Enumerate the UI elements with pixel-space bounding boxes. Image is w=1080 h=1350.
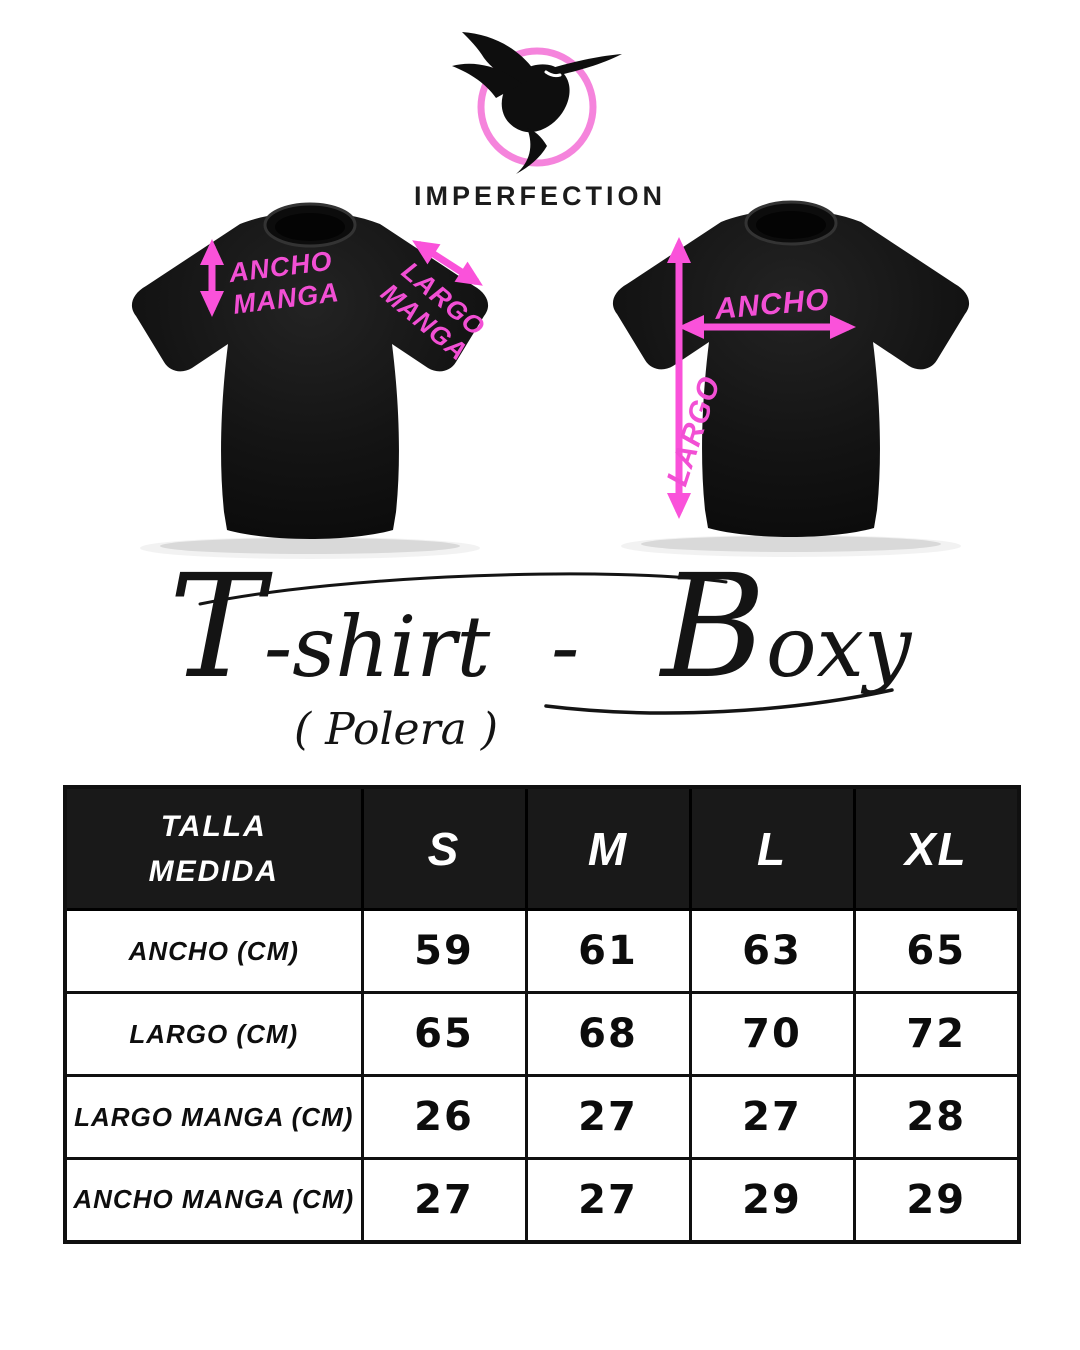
title-swash bbox=[198, 572, 728, 606]
shirt-shadow-inner bbox=[641, 536, 941, 552]
shirt-shadow bbox=[621, 535, 961, 557]
shirt-sleeve-diagram: ANCHO MANGA LARGO MANGA bbox=[100, 196, 520, 568]
shirt-body-diagram: ANCHO LARGO bbox=[581, 194, 1001, 566]
size-value-cell: 65 bbox=[360, 991, 528, 1077]
arrow-largo-manga bbox=[412, 240, 483, 286]
tshirt-body bbox=[612, 210, 970, 537]
title-part1: T-shirt - bbox=[168, 543, 580, 710]
title-flourish bbox=[544, 688, 894, 715]
size-value-cell: 61 bbox=[524, 908, 692, 994]
hummingbird-icon bbox=[452, 32, 622, 174]
size-value-cell: 59 bbox=[360, 908, 528, 994]
measure-row-label: ANCHO MANGA (CM) bbox=[63, 1157, 364, 1243]
table-row-largo: LARGO (CM) 65 68 70 72 bbox=[63, 991, 1021, 1077]
size-col-header-xl: XL bbox=[852, 785, 1021, 911]
product-subtitle: ( Polera ) bbox=[294, 704, 498, 755]
size-value-cell: 29 bbox=[852, 1157, 1021, 1243]
shirt-shadow bbox=[140, 537, 480, 559]
table-row-ancho: ANCHO (CM) 59 61 63 65 bbox=[63, 908, 1021, 994]
size-value-cell: 70 bbox=[688, 991, 856, 1077]
size-value-cell: 29 bbox=[688, 1157, 856, 1243]
size-col-header-s: S bbox=[360, 785, 528, 911]
logo-ring bbox=[477, 47, 597, 167]
size-value-cell: 68 bbox=[524, 991, 692, 1077]
brand-logo bbox=[432, 24, 644, 176]
size-table: TALLA MEDIDA S M L XL ANCHO (CM) 59 61 6… bbox=[63, 785, 1021, 1244]
measure-row-label: ANCHO (CM) bbox=[63, 908, 364, 994]
brand-name: IMPERFECTION bbox=[413, 181, 666, 211]
corner-cell: TALLA MEDIDA bbox=[63, 785, 364, 911]
collar-inner bbox=[275, 213, 345, 241]
size-value-cell: 27 bbox=[524, 1157, 692, 1243]
corner-line-medida: MEDIDA bbox=[148, 854, 279, 888]
size-value-cell: 27 bbox=[688, 1074, 856, 1160]
size-value-cell: 72 bbox=[852, 991, 1021, 1077]
measure-row-label: LARGO MANGA (CM) bbox=[63, 1074, 364, 1160]
size-value-cell: 28 bbox=[852, 1074, 1021, 1160]
size-table-header-row: TALLA MEDIDA S M L XL bbox=[63, 785, 1021, 911]
bird-eye-highlight bbox=[544, 70, 562, 78]
size-value-cell: 63 bbox=[688, 908, 856, 994]
title-part2: Boxy bbox=[661, 543, 912, 710]
size-col-header-m: M bbox=[524, 785, 692, 911]
collar-inner bbox=[756, 211, 826, 239]
table-row-largo-manga: LARGO MANGA (CM) 26 27 27 28 bbox=[63, 1074, 1021, 1160]
measure-row-label: LARGO (CM) bbox=[63, 991, 364, 1077]
size-value-cell: 65 bbox=[852, 908, 1021, 994]
size-col-header-l: L bbox=[688, 785, 856, 911]
size-value-cell: 27 bbox=[524, 1074, 692, 1160]
table-row-ancho-manga: ANCHO MANGA (CM) 27 27 29 29 bbox=[63, 1157, 1021, 1243]
size-value-cell: 27 bbox=[360, 1157, 528, 1243]
size-value-cell: 26 bbox=[360, 1074, 528, 1160]
corner-line-talla: TALLA bbox=[160, 809, 267, 843]
shirt-shadow-inner bbox=[160, 538, 460, 554]
hummingbird-silhouette bbox=[452, 32, 622, 174]
product-title: T-shirt - Boxy bbox=[0, 543, 1080, 710]
